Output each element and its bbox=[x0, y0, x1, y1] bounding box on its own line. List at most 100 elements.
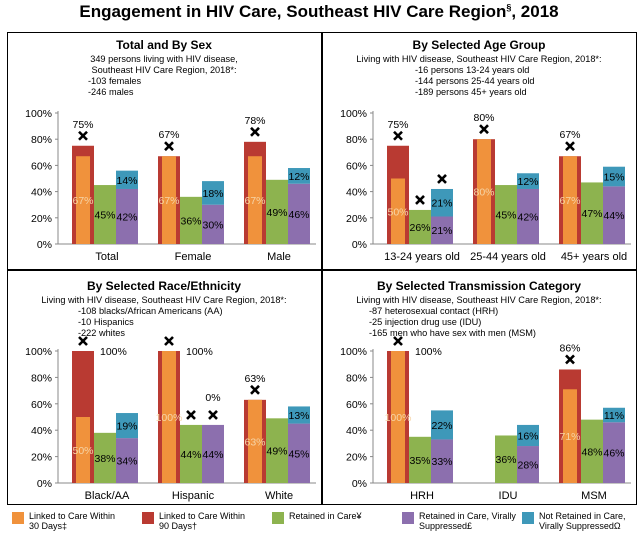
x-mark-stroke bbox=[78, 336, 88, 346]
y-tick-label: 20% bbox=[31, 452, 52, 464]
chart-subtitle-line: Southeast HIV Care Region, 2018*: bbox=[91, 65, 236, 75]
legend-item-retained: Retained in Care¥ bbox=[272, 511, 362, 524]
label-linked-90: 75% bbox=[387, 119, 408, 131]
x-category-label: MSM bbox=[581, 490, 607, 502]
label-not-retained: 11% bbox=[604, 410, 624, 422]
y-tick-label: 20% bbox=[346, 452, 367, 464]
bar-not-retained bbox=[288, 406, 310, 424]
y-tick-label: 60% bbox=[31, 399, 52, 411]
x-mark-stroke bbox=[186, 410, 196, 420]
label-linked-30: 71% bbox=[559, 431, 580, 443]
chart-subtitle-line: -25 injection drug use (IDU) bbox=[369, 317, 481, 327]
panel-race-ethnicity: By Selected Race/Ethnicity Living with HI… bbox=[7, 270, 322, 505]
label-not-retained: 16% bbox=[517, 430, 538, 442]
label-linked-30: 67% bbox=[158, 195, 179, 207]
label-linked-90: 78% bbox=[244, 115, 265, 127]
chart-subtitle-line: -165 men who have sex with men (MSM) bbox=[369, 328, 536, 338]
chart-race-ethnicity: By Selected Race/Ethnicity Living with HI… bbox=[25, 279, 316, 502]
y-tick-label: 100% bbox=[25, 108, 52, 120]
label-linked-30: 50% bbox=[387, 206, 408, 218]
y-tick-label: 100% bbox=[340, 346, 367, 358]
x-mark-stroke bbox=[164, 141, 174, 152]
x-category-label: 45+ years old bbox=[561, 251, 627, 263]
x-mark-linked-90 bbox=[78, 336, 88, 346]
bar-linked-30 bbox=[391, 351, 405, 483]
x-mark-stroke bbox=[164, 336, 174, 346]
chart-subtitle-line: -87 heterosexual contact (HRH) bbox=[369, 306, 498, 316]
chart-subtitle-line: -246 males bbox=[88, 87, 134, 97]
x-category-label: Male bbox=[267, 251, 291, 263]
label-retained: 36% bbox=[180, 215, 201, 227]
bar-suppressed bbox=[517, 446, 539, 483]
x-category-label: HRH bbox=[410, 490, 434, 502]
x-mark-retained bbox=[186, 410, 196, 420]
legend-label: Linked to Care Within 90 Days† bbox=[159, 511, 246, 531]
y-tick-label: 60% bbox=[31, 160, 52, 172]
y-tick-label: 40% bbox=[31, 425, 52, 437]
bar-not-retained bbox=[116, 413, 138, 439]
bar-suppressed bbox=[202, 424, 224, 483]
x-mark-linked-90 bbox=[78, 130, 88, 141]
label-linked-30: 100% bbox=[385, 412, 412, 424]
bar-linked-30 bbox=[563, 389, 577, 483]
label-not-retained: 22% bbox=[431, 420, 452, 432]
bar-retained bbox=[581, 182, 603, 244]
panel-age-group: By Selected Age Group Living with HIV dis… bbox=[322, 32, 637, 270]
x-mark-not-retained bbox=[208, 410, 218, 420]
chart-age-group: By Selected Age Group Living with HIV dis… bbox=[340, 38, 631, 263]
bar-retained bbox=[266, 418, 288, 483]
y-tick-label: 0% bbox=[37, 239, 52, 251]
x-mark-linked-90 bbox=[565, 354, 575, 365]
label-suppressed: 44% bbox=[202, 449, 223, 461]
bar-suppressed bbox=[288, 423, 310, 483]
label-linked-30: 63% bbox=[244, 436, 265, 448]
label-not-retained: 15% bbox=[603, 172, 624, 184]
legend-item-linked30: Linked to Care Within 30 Days‡ bbox=[12, 511, 115, 531]
x-mark-linked-90 bbox=[393, 336, 403, 346]
x-mark-linked-90 bbox=[393, 130, 403, 141]
label-suppressed: 46% bbox=[288, 209, 309, 221]
chart-transmission-category: By Selected Transmission Category Living … bbox=[340, 279, 631, 502]
bar-not-retained bbox=[288, 168, 310, 184]
x-mark-stroke bbox=[415, 195, 425, 205]
x-mark-stroke bbox=[565, 141, 575, 152]
label-linked-30: 100% bbox=[156, 412, 183, 424]
legend-item-suppressed: Retained in Care, Virally Suppressed£ bbox=[402, 511, 516, 531]
chart-title: By Selected Transmission Category bbox=[377, 279, 581, 293]
x-mark-stroke bbox=[250, 126, 260, 137]
label-retained: 47% bbox=[581, 208, 602, 220]
label-not-retained: 0% bbox=[205, 392, 220, 404]
legend-item-notRetained: Not Retained in Care, Virally Suppressed… bbox=[522, 511, 626, 531]
label-linked-30: 67% bbox=[559, 195, 580, 207]
x-mark-linked-90 bbox=[164, 336, 174, 346]
bar-suppressed bbox=[603, 186, 625, 244]
bar-not-retained bbox=[603, 166, 625, 187]
chart-subtitle-line: Living with HIV disease, Southeast HIV C… bbox=[356, 295, 601, 305]
x-mark-linked-90 bbox=[250, 126, 260, 137]
y-tick-label: 60% bbox=[346, 399, 367, 411]
legend-item-linked90: Linked to Care Within 90 Days† bbox=[142, 511, 245, 531]
label-linked-90: 80% bbox=[473, 112, 494, 124]
y-tick-label: 80% bbox=[346, 372, 367, 384]
label-linked-90: 100% bbox=[415, 346, 442, 358]
title-superscript: § bbox=[506, 2, 512, 13]
label-linked-90: 63% bbox=[244, 373, 265, 385]
legend-swatch bbox=[142, 512, 154, 524]
x-category-label: Female bbox=[175, 251, 212, 263]
bar-linked-30 bbox=[162, 351, 176, 483]
chart-subtitle-line: -108 blacks/African Americans (AA) bbox=[78, 306, 223, 316]
legend-label: Linked to Care Within 30 Days‡ bbox=[29, 511, 116, 531]
chart-subtitle-line: -10 Hispanics bbox=[78, 317, 134, 327]
x-mark-linked-90 bbox=[479, 124, 489, 135]
y-tick-label: 20% bbox=[346, 213, 367, 225]
label-suppressed: 42% bbox=[517, 211, 538, 223]
label-retained: 38% bbox=[94, 453, 115, 465]
x-mark-stroke bbox=[208, 410, 218, 420]
panel-transmission-category: By Selected Transmission Category Living … bbox=[322, 270, 637, 505]
label-retained: 49% bbox=[266, 207, 287, 219]
bar-retained bbox=[94, 185, 116, 244]
label-not-retained: 13% bbox=[288, 410, 309, 422]
bar-linked-30 bbox=[76, 417, 90, 483]
label-retained: 26% bbox=[409, 222, 430, 234]
x-mark-linked-90 bbox=[250, 384, 260, 395]
